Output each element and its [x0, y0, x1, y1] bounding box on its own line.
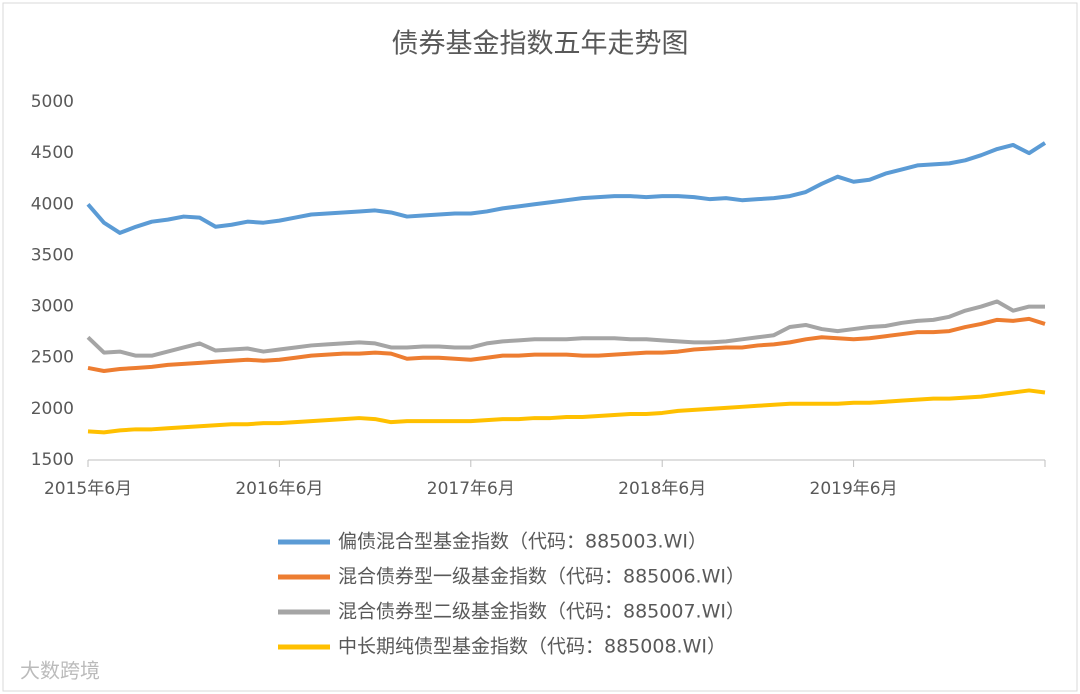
y-tick-label: 4000 [31, 194, 74, 214]
y-tick-label: 5000 [31, 92, 74, 112]
legend-label: 中长期纯债型基金指数（代码：885008.WI） [338, 636, 726, 658]
x-tick-label: 2018年6月 [618, 479, 706, 499]
y-tick-label: 1500 [31, 450, 74, 470]
y-tick-label: 3000 [31, 297, 74, 317]
legend-label: 偏债混合型基金指数（代码：885003.WI） [338, 531, 707, 553]
x-tick-label: 2015年6月 [44, 479, 132, 499]
x-tick-label: 2019年6月 [810, 479, 898, 499]
chart-title: 债券基金指数五年走势图 [392, 29, 689, 60]
y-tick-label: 4500 [31, 143, 74, 163]
series-line [87, 316, 1046, 374]
y-tick-label: 3500 [31, 245, 74, 265]
series-line [86, 299, 1045, 358]
x-tick-label: 2017年6月 [427, 479, 515, 499]
watermark: 大数跨境 [20, 659, 100, 683]
y-tick-label: 2000 [31, 399, 74, 419]
series-line [86, 141, 1047, 235]
series-line [87, 388, 1046, 435]
y-tick-label: 2500 [31, 348, 74, 368]
legend-label: 混合债券型二级基金指数（代码：885007.WI） [338, 601, 745, 623]
legend-label: 混合债券型一级基金指数（代码：885006.WI） [338, 566, 745, 588]
x-tick-label: 2016年6月 [235, 479, 323, 499]
